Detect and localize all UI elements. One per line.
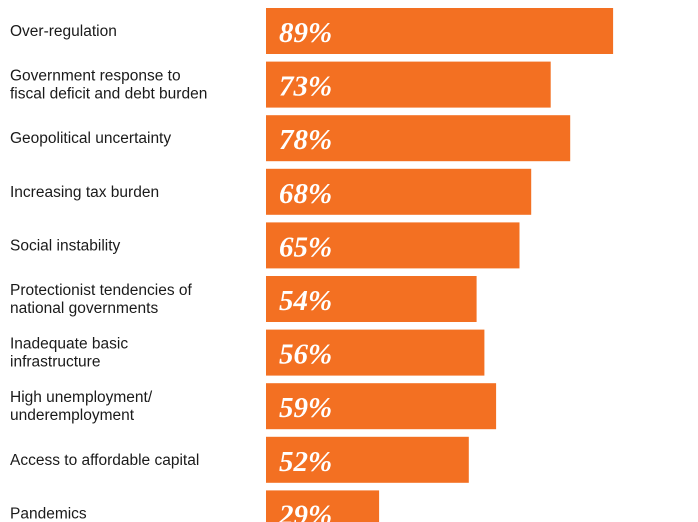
value-label: 78% [279,124,332,156]
category-label-line: Geopolitical uncertainty [10,130,171,147]
category-label-line: Pandemics [10,505,87,522]
bar [266,436,469,483]
value-label: 73% [279,71,332,103]
bar [266,222,520,269]
category-label-line: Government response to [10,68,181,85]
value-label: 65% [279,231,332,263]
category-label: Access to affordable capital [10,452,199,469]
value-label: 89% [279,17,332,49]
category-label-line: Inadequate basic [10,336,128,353]
category-label: Inadequate basic infrastructure [10,336,128,371]
category-label: High unemployment/underemployment [10,389,153,424]
value-label: 29% [278,499,332,522]
category-label: Increasing tax burden [10,184,159,201]
category-label-line: Increasing tax burden [10,184,159,201]
value-label: 56% [279,339,332,371]
category-label-line: Protectionist tendencies of [10,282,192,299]
bar [266,8,614,54]
value-label: 59% [279,392,332,424]
category-label: Government response to fiscal deficit and… [10,68,207,103]
bar [266,115,571,162]
category-label-line: infrastructure [10,354,100,371]
category-label: Over-regulation [10,23,117,40]
category-label-line: High unemployment/ [10,389,153,406]
bar [266,490,380,522]
value-label: 54% [279,285,332,317]
category-label-line: Over-regulation [10,23,117,40]
value-label: 68% [279,178,332,210]
category-label-line: Social instability [10,237,121,254]
category-label: Protectionist tendencies of national gove… [10,282,192,317]
category-label: Geopolitical uncertainty [10,130,171,147]
bar [266,383,497,430]
category-label-line: underemployment [10,407,135,424]
bar [266,329,485,376]
bar [266,168,532,215]
category-label-line: fiscal deficit and debt burden [10,86,207,103]
category-label: Social instability [10,237,121,254]
value-label: 52% [279,446,332,478]
category-label-line: Access to affordable capital [10,452,199,469]
category-label-line: national governments [10,300,158,317]
bar [266,276,477,322]
bar [266,61,551,108]
category-label: Pandemics [10,505,87,522]
